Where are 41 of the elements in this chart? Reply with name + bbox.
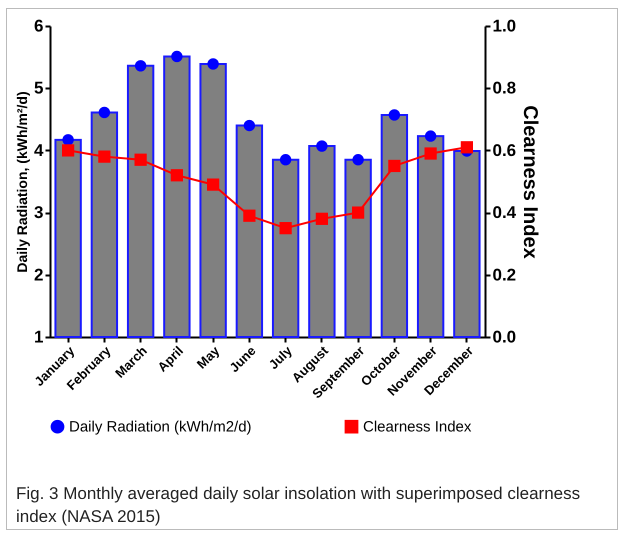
y-tick-label: 1: [34, 328, 44, 346]
y2-axis-title: Clearness Index: [519, 105, 542, 259]
x-tick-label: May: [194, 342, 223, 372]
point: [134, 154, 147, 166]
point: [424, 130, 436, 142]
y-tick-label: 4: [34, 140, 44, 160]
point: [62, 134, 74, 146]
y2-tick-label: 0.6: [492, 140, 516, 160]
y-tick-label: 5: [34, 78, 44, 98]
y-tick-label: 3: [34, 203, 44, 222]
legend-label: Clearness Index: [363, 418, 472, 436]
y-axis-title: Daily Radiation, (kWh/m²/d): [14, 91, 30, 273]
point: [98, 150, 110, 163]
point: [207, 178, 220, 191]
y2-tick-label: 0.2: [492, 265, 516, 284]
point: [207, 58, 219, 70]
point: [388, 109, 400, 121]
point: [170, 169, 183, 182]
point: [352, 206, 364, 219]
point: [316, 140, 328, 152]
point: [352, 154, 364, 166]
y2-tick-label: 1.0: [492, 16, 516, 36]
point: [243, 210, 256, 222]
y2-tick-label: 0.4: [492, 203, 517, 222]
point: [62, 144, 74, 157]
point: [280, 222, 292, 234]
y-tick-label: 6: [34, 16, 44, 36]
point: [171, 50, 183, 62]
point: [280, 154, 292, 166]
point: [460, 141, 473, 154]
point: [244, 120, 256, 132]
point: [316, 212, 328, 225]
point: [424, 147, 437, 160]
point: [134, 60, 146, 72]
y-tick-label: 2: [34, 265, 44, 284]
point: [98, 106, 110, 118]
point: [388, 160, 400, 172]
y2-tick-label: 0.8: [492, 78, 516, 98]
legend-label: Daily Radiation (kWh/m2/d): [69, 418, 252, 436]
y2-tick-label: 0.0: [492, 328, 516, 346]
caption: Fig. 3 Monthly averaged daily solar insolation with superimposed clearness index (NASA 2015): [16, 483, 582, 528]
